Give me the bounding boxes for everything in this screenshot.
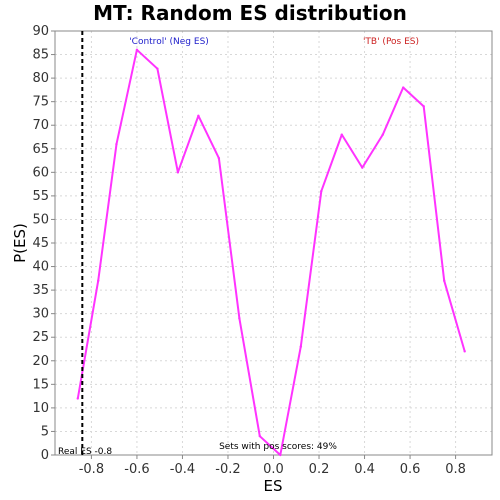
y-tick-label: 80 [32, 71, 49, 86]
y-tick-label: 75 [32, 95, 49, 110]
data-point [97, 279, 100, 282]
data-point [217, 157, 221, 160]
y-axis-label: P(ES) [11, 223, 29, 263]
y-tick-label: 10 [32, 401, 49, 416]
x-tick-label: -0.2 [215, 462, 240, 477]
data-point [299, 345, 303, 348]
data-point [176, 171, 180, 174]
x-tick-label: 0.8 [445, 462, 466, 477]
y-tick-label: 25 [32, 330, 49, 345]
data-point [156, 67, 159, 70]
y-tick-label: 85 [32, 48, 49, 63]
y-tick-label: 0 [41, 448, 49, 463]
x-tick-label: 0.2 [309, 462, 330, 477]
data-point [197, 114, 200, 118]
x-tick-label: -0.4 [170, 462, 195, 477]
y-tick-label: 60 [32, 165, 49, 180]
y-tick-label: 90 [32, 24, 49, 39]
series-line [76, 48, 466, 456]
x-tick-label: 0.6 [400, 462, 421, 477]
data-point [115, 142, 118, 146]
data-point [320, 189, 323, 193]
y-tick-label: 50 [32, 212, 49, 227]
x-axis-ticks: -0.8 -0.6 -0.4 -0.2 0.0 0.2 0.4 0.6 0.8 [79, 455, 466, 477]
series-layer [76, 48, 466, 457]
x-tick-label: -0.8 [79, 462, 104, 477]
y-tick-label: 15 [32, 377, 49, 392]
data-point [258, 434, 262, 438]
data-point [381, 133, 384, 136]
neg-es-annotation: 'Control' (Neg ES) [129, 37, 209, 47]
y-tick-label: 20 [32, 354, 49, 369]
data-point [361, 166, 364, 169]
y-tick-label: 40 [32, 260, 49, 275]
data-point [340, 133, 343, 136]
data-point [238, 317, 241, 320]
y-tick-label: 70 [32, 118, 49, 133]
data-point [402, 86, 405, 89]
y-tick-label: 55 [32, 189, 49, 204]
x-tick-label: 0.4 [354, 462, 375, 477]
y-axis-ticks: 0 5 10 15 20 25 30 35 40 45 50 55 60 65 70 75 80 85 90 [32, 24, 55, 463]
y-tick-label: 35 [32, 283, 49, 298]
y-tick-label: 5 [41, 424, 49, 439]
real-es-label: Real ES -0.8 [58, 447, 112, 457]
data-point [422, 105, 425, 108]
data-point [76, 397, 79, 400]
pos-es-annotation: 'TB' (Pos ES) [363, 37, 419, 47]
x-axis-label: ES [264, 477, 283, 495]
pos-scores-annotation: Sets with pos scores: 49% [219, 442, 337, 452]
chart-title: MT: Random ES distribution [93, 1, 407, 25]
x-tick-label: 0.0 [263, 462, 284, 477]
y-tick-label: 65 [32, 142, 49, 157]
y-tick-label: 45 [32, 236, 49, 251]
data-point [135, 48, 139, 52]
data-point [463, 350, 466, 353]
data-point [279, 453, 282, 457]
grid [55, 30, 492, 456]
x-tick-label: -0.6 [124, 462, 149, 477]
y-tick-label: 30 [32, 307, 49, 322]
data-point [443, 279, 446, 282]
